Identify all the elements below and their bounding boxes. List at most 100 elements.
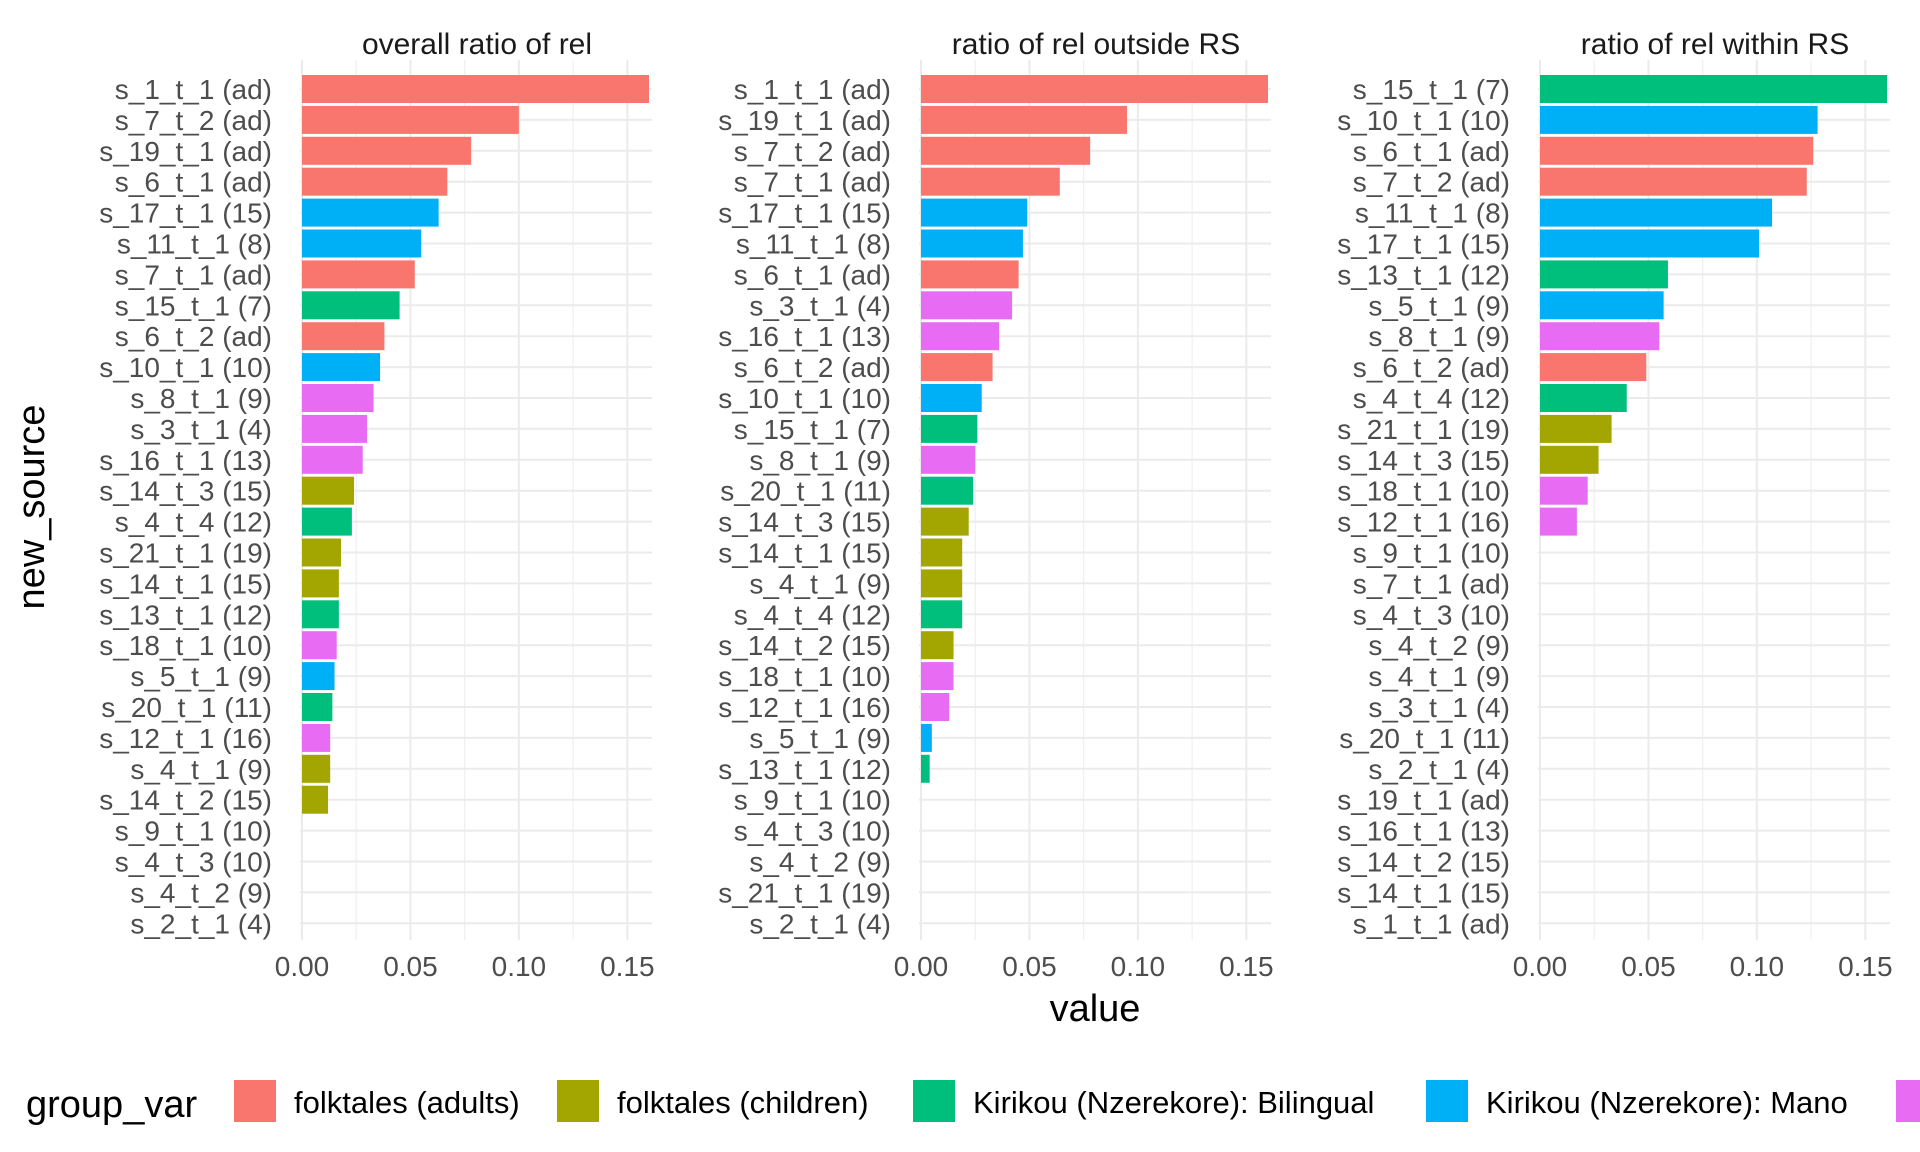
y-tick-label: s_12_t_1 (16) <box>718 692 891 723</box>
bar <box>302 260 415 289</box>
x-tick-label: 0.15 <box>1219 951 1274 982</box>
legend-key <box>1426 1080 1468 1122</box>
bar <box>921 693 950 721</box>
y-tick-label: s_11_t_1 (8) <box>117 229 272 260</box>
bar <box>302 136 472 165</box>
y-tick-label: s_13_t_1 (12) <box>1337 259 1510 290</box>
x-axis-title: value <box>1050 988 1141 1030</box>
legend: group_var folktales (adults) folktales (c… <box>26 1080 1920 1126</box>
y-tick-label: s_19_t_1 (ad) <box>718 105 891 136</box>
bar <box>921 260 1019 289</box>
y-tick-label: s_17_t_1 (15) <box>99 198 272 229</box>
y-tick-label: s_19_t_1 (ad) <box>1337 785 1510 816</box>
y-tick-label: s_8_t_1 (9) <box>130 383 272 414</box>
panel-title: overall ratio of rel <box>362 28 592 61</box>
x-tick-label: 0.15 <box>600 951 655 982</box>
y-tick-label: s_2_t_1 (4) <box>749 908 891 939</box>
y-tick-label: s_1_t_1 (ad) <box>115 74 272 105</box>
bar <box>1540 198 1773 227</box>
bar <box>302 569 339 598</box>
bar <box>302 785 329 814</box>
panel-2: ratio of rel outside RS s_1_t_1 (ad)s_19_… <box>718 28 1273 982</box>
bar <box>921 105 1128 134</box>
y-tick-label: s_4_t_1 (9) <box>130 754 272 785</box>
y-tick-label: s_1_t_1 (ad) <box>734 74 891 105</box>
bar <box>302 476 355 505</box>
y-tick-label: s_10_t_1 (10) <box>1337 105 1510 136</box>
y-tick-label: s_13_t_1 (12) <box>99 599 272 630</box>
legend-label: folktales (children) <box>617 1085 869 1120</box>
y-tick-label: s_4_t_2 (9) <box>1368 630 1510 661</box>
bar <box>1540 384 1627 412</box>
y-tick-label: s_6_t_2 (ad) <box>734 352 891 383</box>
bar <box>1540 105 1818 134</box>
y-tick-label: s_2_t_1 (4) <box>1368 754 1510 785</box>
bar <box>1540 353 1647 382</box>
bar <box>1540 322 1660 351</box>
bar <box>921 167 1060 196</box>
y-tick-label: s_10_t_1 (10) <box>99 352 272 383</box>
bar <box>302 662 335 691</box>
bar <box>302 75 649 103</box>
bar <box>921 198 1028 227</box>
y-tick-label: s_4_t_3 (10) <box>734 816 891 847</box>
bar <box>921 538 963 567</box>
y-tick-label: s_4_t_1 (9) <box>1368 661 1510 692</box>
bar <box>1540 75 1887 103</box>
y-tick-label: s_6_t_1 (ad) <box>1353 136 1510 167</box>
bar <box>302 693 333 721</box>
y-tick-label: s_6_t_1 (ad) <box>115 167 272 198</box>
bar <box>1540 445 1599 474</box>
bar <box>302 105 519 134</box>
y-tick-label: s_14_t_1 (15) <box>99 568 272 599</box>
bar <box>921 75 1268 103</box>
y-tick-label: s_18_t_1 (10) <box>1337 476 1510 507</box>
x-tick-label: 0.05 <box>1002 951 1057 982</box>
bar <box>302 538 342 567</box>
y-tick-label: s_1_t_1 (ad) <box>1353 908 1510 939</box>
bar <box>302 600 339 629</box>
bar <box>1540 167 1807 196</box>
legend-label: Kirikou (Nzerekore): Mano <box>1486 1085 1848 1120</box>
bar <box>921 476 974 505</box>
y-tick-label: s_5_t_1 (9) <box>130 661 272 692</box>
y-tick-label: s_2_t_1 (4) <box>130 908 272 939</box>
x-tick-label: 0.05 <box>383 951 438 982</box>
y-tick-label: s_6_t_1 (ad) <box>734 259 891 290</box>
x-tick-label: 0.00 <box>1513 951 1568 982</box>
y-tick-label: s_17_t_1 (15) <box>1337 229 1510 260</box>
y-tick-label: s_9_t_1 (10) <box>115 816 272 847</box>
y-tick-label: s_6_t_2 (ad) <box>115 321 272 352</box>
x-tick-label: 0.15 <box>1838 951 1893 982</box>
y-axis-title: new_source <box>11 405 53 610</box>
y-tick-label: s_15_t_1 (7) <box>1353 74 1510 105</box>
y-tick-label: s_14_t_3 (15) <box>99 476 272 507</box>
x-tick-label: 0.00 <box>275 951 330 982</box>
y-tick-label: s_4_t_3 (10) <box>1353 599 1510 630</box>
bar <box>921 384 982 412</box>
panel-title: ratio of rel outside RS <box>952 28 1240 61</box>
panel-title: ratio of rel within RS <box>1581 28 1849 61</box>
y-tick-label: s_14_t_2 (15) <box>1337 847 1510 878</box>
y-tick-label: s_10_t_1 (10) <box>718 383 891 414</box>
y-tick-label: s_7_t_1 (ad) <box>115 259 272 290</box>
y-tick-label: s_9_t_1 (10) <box>1353 538 1510 569</box>
bar <box>921 754 930 783</box>
bar <box>921 600 963 629</box>
bar <box>921 507 969 536</box>
x-tick-label: 0.10 <box>492 951 547 982</box>
bar <box>921 229 1023 258</box>
bar <box>921 291 1013 320</box>
y-tick-label: s_12_t_1 (16) <box>99 723 272 754</box>
y-tick-label: s_5_t_1 (9) <box>749 723 891 754</box>
bar <box>302 384 374 412</box>
bar <box>921 414 978 443</box>
y-tick-label: s_14_t_2 (15) <box>99 785 272 816</box>
y-tick-label: s_4_t_2 (9) <box>749 847 891 878</box>
y-tick-label: s_3_t_1 (4) <box>749 290 891 321</box>
y-tick-label: s_20_t_1 (11) <box>1339 723 1510 754</box>
bar <box>1540 229 1760 258</box>
y-tick-label: s_16_t_1 (13) <box>1337 816 1510 847</box>
bar <box>302 291 400 320</box>
